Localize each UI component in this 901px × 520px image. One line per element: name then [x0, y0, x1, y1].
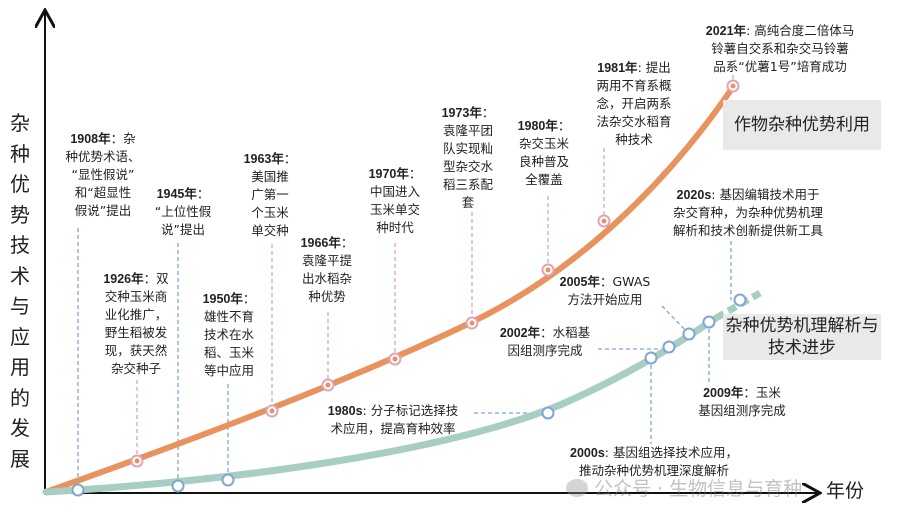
event-year: 1970年	[368, 167, 409, 181]
event-label: 1926年：双 交种玉米商 业化推广， 野生稻被发 现，获天然 杂交种子	[88, 270, 184, 378]
event-marker	[171, 479, 185, 493]
mechanism-curve-dashed	[714, 289, 762, 322]
wechat-icon	[566, 478, 588, 497]
x-axis-label: 年份	[826, 480, 865, 502]
event-text: ： 袁隆平团 队实现籼 型杂交水 稻三系配 套	[442, 105, 495, 210]
event-year: 2020s	[676, 188, 712, 202]
event-label: 1908年：杂 种优势术语、 “显性假说” 和“超显性 假说”提出	[57, 130, 149, 220]
event-marker	[221, 473, 235, 487]
event-year: 1966年	[300, 236, 341, 250]
event-label: 2002年：水稻基 因组测序完成	[490, 324, 600, 360]
event-label: 2021年: 高纯合度二倍体马 铃薯自交系和杂交马铃薯 品系“优薯1号”培育成功	[692, 22, 868, 76]
event-label: 1980s: 分子标记选择技 术应用，提高育种效率	[310, 402, 476, 438]
category-mechanism-box: 杂种优势机理解析与技术进步	[723, 314, 881, 360]
event-marker	[682, 327, 696, 341]
event-label: 1970年： 中国进入 玉米单交 种时代	[362, 165, 428, 237]
event-year: 1980年	[517, 119, 558, 133]
event-text: : 高纯合度二倍体马 铃薯自交系和杂交马铃薯 品系“优薯1号”培育成功	[711, 23, 855, 74]
event-label: 1981年: 提出 两用不育系概 念，开启两系 法杂交水稻育 种技术	[585, 59, 683, 149]
event-year: 1980s	[327, 404, 363, 418]
event-marker	[733, 293, 747, 307]
event-marker-dot	[601, 218, 607, 224]
event-label: 1980年： 杂交玉米 良种普及 全覆盖	[514, 117, 574, 189]
event-text: ：玉米 基因组测序完成	[698, 385, 786, 418]
event-year: 1973年	[441, 106, 482, 120]
event-marker-dot	[392, 356, 398, 362]
event-label: 2000s: 基因组选择技术应用， 推动杂种优势机理深度解析	[554, 444, 754, 480]
event-text: : 分子标记选择技 术应用，提高育种效率	[330, 403, 459, 436]
event-year: 2009年	[703, 386, 744, 400]
event-marker	[541, 406, 555, 420]
event-text: ： 美国推 广第一 个玉米 单交种	[251, 151, 297, 238]
y-axis-label: 杂种优势技术与应用的发展	[10, 111, 30, 471]
event-label: 2009年：玉米 基因组测序完成	[686, 384, 798, 420]
event-text: ：双 交种玉米商 业化推广， 野生稻被发 现，获天然 杂交种子	[104, 271, 169, 376]
event-text: ： “上位性假 说”提出	[154, 186, 212, 237]
event-text: ：杂 种优势术语、 “显性假说” 和“超显性 假说”提出	[65, 131, 141, 218]
event-year: 1908年	[70, 132, 111, 146]
event-marker-dot	[269, 408, 275, 414]
event-label: 1950年： 雄性不育 技术在水 稻、玉米 等中应用	[196, 290, 262, 380]
event-text: ： 杂交玉米 良种普及 全覆盖	[518, 118, 571, 187]
event-year: 1950年	[202, 292, 243, 306]
event-marker	[702, 315, 716, 329]
event-text: ：GWAS 方法开始应用	[567, 274, 651, 307]
event-text: ： 雄性不育 技术在水 稻、玉米 等中应用	[203, 291, 256, 378]
event-text: ： 中国进入 玉米单交 种时代	[369, 166, 422, 235]
event-year: 2002年	[499, 326, 541, 340]
event-year: 2005年	[559, 275, 600, 289]
event-marker-dot	[730, 83, 736, 89]
event-year: 1945年	[156, 187, 197, 201]
event-marker	[662, 340, 676, 354]
event-label: 1945年： “上位性假 说”提出	[150, 185, 216, 239]
watermark-text: 公众号 · 生物信息与育种	[594, 478, 803, 500]
event-label: 1963年： 美国推 广第一 个玉米 单交种	[238, 150, 302, 240]
event-year: 1963年	[243, 152, 284, 166]
event-text: : 提出 两用不育系概 念，开启两系 法杂交水稻育 种技术	[596, 60, 672, 147]
event-marker-dot	[134, 458, 140, 464]
category-crop-box: 作物杂种优势利用	[723, 100, 881, 150]
event-marker	[71, 483, 85, 497]
event-text: ： 袁隆平提 出水稻杂 种优势	[301, 235, 354, 304]
event-year: 2000s	[570, 446, 605, 460]
event-label: 2005年：GWAS 方法开始应用	[552, 273, 658, 309]
event-marker	[644, 351, 658, 365]
event-text: ：水稻基 因组测序完成	[507, 325, 591, 358]
event-marker-dot	[545, 267, 551, 273]
event-year: 2021年	[705, 24, 747, 38]
event-year: 1981年	[597, 61, 638, 75]
event-label: 2020s: 基因编辑技术用于 杂交育种，为杂种优势机理 解析和技术创新提供新工…	[658, 186, 838, 240]
event-marker-dot	[469, 320, 475, 326]
watermark: 公众号 · 生物信息与育种	[566, 474, 802, 501]
event-text: : 基因组选择技术应用， 推动杂种优势机理深度解析	[578, 445, 738, 478]
event-year: 1926年	[103, 272, 144, 286]
event-label: 1966年： 袁隆平提 出水稻杂 种优势	[294, 234, 360, 306]
event-text: : 基因编辑技术用于 杂交育种，为杂种优势机理 解析和技术创新提供新工具	[672, 187, 823, 238]
event-marker-dot	[325, 382, 331, 388]
event-label: 1973年： 袁隆平团 队实现籼 型杂交水 稻三系配 套	[440, 104, 496, 212]
